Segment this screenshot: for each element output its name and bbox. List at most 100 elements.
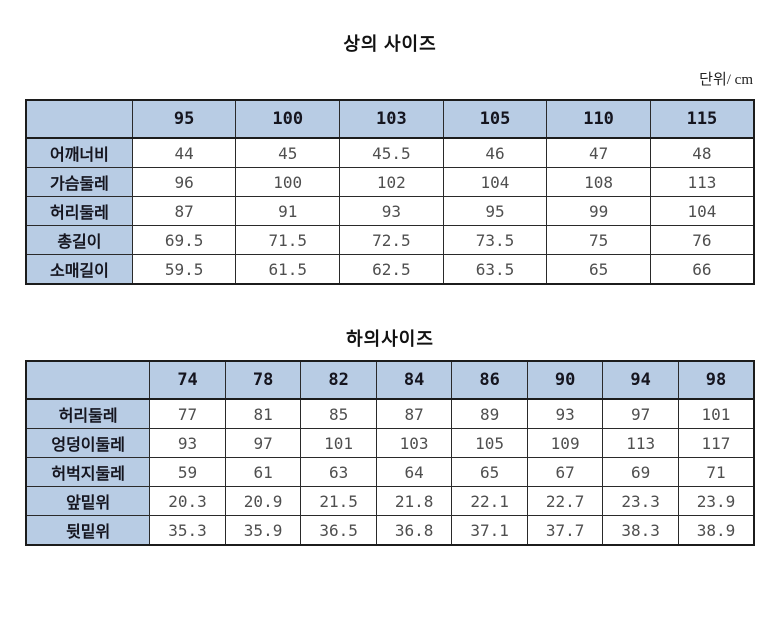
measurement-value: 93: [339, 196, 444, 226]
measurement-value: 93: [526, 398, 604, 429]
measurement-value: 35.3: [149, 515, 226, 546]
measurement-value: 23.3: [602, 486, 679, 516]
measurement-value: 91: [235, 196, 341, 226]
measurement-label: 허리둘레: [25, 398, 151, 429]
size-column-header: 78: [224, 360, 302, 400]
size-column-header: 90: [526, 360, 604, 400]
size-column-header: 100: [235, 99, 341, 139]
corner-cell: [25, 99, 133, 139]
measurement-value: 23.9: [677, 486, 755, 516]
measurement-value: 81: [224, 398, 302, 429]
size-column-header: 110: [546, 99, 651, 139]
measurement-value: 44: [131, 137, 237, 168]
measurement-value: 65: [451, 457, 528, 487]
measurement-value: 76: [649, 225, 755, 255]
measurement-value: 97: [224, 428, 302, 458]
corner-cell: [25, 360, 151, 400]
bottom-size-table: 74 78 82 84 86 90 94 98 허리둘레 77 81 85 87 89 93 97 101 엉덩이…: [25, 360, 755, 546]
size-column-header: 86: [451, 360, 528, 400]
measurement-row: 앞밑위 20.3 20.9 21.5 21.8 22.1 22.7 23.3 23.9: [25, 486, 755, 516]
size-column-header: 98: [677, 360, 755, 400]
size-column-header: 94: [602, 360, 679, 400]
measurement-label: 앞밑위: [25, 486, 151, 516]
size-header-row: 74 78 82 84 86 90 94 98: [25, 360, 755, 400]
measurement-value: 37.7: [526, 515, 604, 546]
measurement-value: 87: [375, 398, 453, 429]
measurement-value: 87: [131, 196, 237, 226]
measurement-row: 가슴둘레 96 100 102 104 108 113: [25, 167, 755, 197]
measurement-value: 46: [442, 137, 548, 168]
measurement-value: 71: [677, 457, 755, 487]
measurement-value: 47: [546, 137, 651, 168]
measurement-value: 20.3: [149, 486, 226, 516]
measurement-value: 63.5: [442, 254, 548, 285]
measurement-label: 허리둘레: [25, 196, 133, 226]
size-column-header: 82: [300, 360, 377, 400]
measurement-value: 101: [300, 428, 377, 458]
measurement-value: 61.5: [235, 254, 341, 285]
measurement-value: 62.5: [339, 254, 444, 285]
unit-label: 단위/ cm: [699, 72, 753, 88]
measurement-value: 96: [131, 167, 237, 197]
measurement-label: 총길이: [25, 225, 133, 255]
measurement-label: 엉덩이둘레: [25, 428, 151, 458]
measurement-row: 허리둘레 77 81 85 87 89 93 97 101: [25, 398, 755, 429]
measurement-value: 72.5: [339, 225, 444, 255]
measurement-value: 113: [602, 428, 679, 458]
measurement-label: 어깨너비: [25, 137, 133, 168]
measurement-value: 113: [649, 167, 755, 197]
size-column-header: 84: [375, 360, 453, 400]
measurement-value: 93: [149, 428, 226, 458]
measurement-value: 69: [602, 457, 679, 487]
measurement-value: 97: [602, 398, 679, 429]
measurement-value: 48: [649, 137, 755, 168]
measurement-value: 105: [451, 428, 528, 458]
measurement-value: 109: [526, 428, 604, 458]
measurement-value: 37.1: [451, 515, 528, 546]
measurement-label: 뒷밑위: [25, 515, 151, 546]
measurement-value: 22.1: [451, 486, 528, 516]
measurement-value: 95: [442, 196, 548, 226]
measurement-value: 65: [546, 254, 651, 285]
measurement-value: 64: [375, 457, 453, 487]
measurement-value: 117: [677, 428, 755, 458]
measurement-value: 38.3: [602, 515, 679, 546]
measurement-value: 69.5: [131, 225, 237, 255]
measurement-row: 허리둘레 87 91 93 95 99 104: [25, 196, 755, 226]
top-size-title: 상의 사이즈: [343, 34, 437, 54]
measurement-value: 85: [300, 398, 377, 429]
measurement-value: 45.5: [339, 137, 444, 168]
top-size-table: 95 100 103 105 110 115 어깨너비 44 45 45.5 46 47 48 가슴둘레 9…: [25, 99, 755, 285]
measurement-value: 67: [526, 457, 604, 487]
size-header-row: 95 100 103 105 110 115: [25, 99, 755, 139]
measurement-value: 20.9: [224, 486, 302, 516]
measurement-value: 59: [149, 457, 226, 487]
measurement-value: 89: [451, 398, 528, 429]
measurement-value: 38.9: [677, 515, 755, 546]
measurement-value: 66: [649, 254, 755, 285]
measurement-label: 허벅지둘레: [25, 457, 151, 487]
measurement-value: 36.8: [375, 515, 453, 546]
measurement-value: 104: [442, 167, 548, 197]
measurement-value: 75: [546, 225, 651, 255]
size-column-header: 105: [442, 99, 548, 139]
measurement-value: 102: [339, 167, 444, 197]
measurement-value: 77: [149, 398, 226, 429]
measurement-value: 108: [546, 167, 651, 197]
measurement-value: 100: [235, 167, 341, 197]
measurement-label: 소매길이: [25, 254, 133, 285]
measurement-value: 71.5: [235, 225, 341, 255]
bottom-size-title: 하의사이즈: [346, 329, 434, 349]
measurement-value: 36.5: [300, 515, 377, 546]
measurement-value: 99: [546, 196, 651, 226]
measurement-row: 엉덩이둘레 93 97 101 103 105 109 113 117: [25, 428, 755, 458]
measurement-value: 104: [649, 196, 755, 226]
measurement-row: 소매길이 59.5 61.5 62.5 63.5 65 66: [25, 254, 755, 285]
measurement-value: 73.5: [442, 225, 548, 255]
size-column-header: 95: [131, 99, 237, 139]
size-column-header: 115: [649, 99, 755, 139]
measurement-value: 61: [224, 457, 302, 487]
measurement-row: 허벅지둘레 59 61 63 64 65 67 69 71: [25, 457, 755, 487]
measurement-value: 45: [235, 137, 341, 168]
